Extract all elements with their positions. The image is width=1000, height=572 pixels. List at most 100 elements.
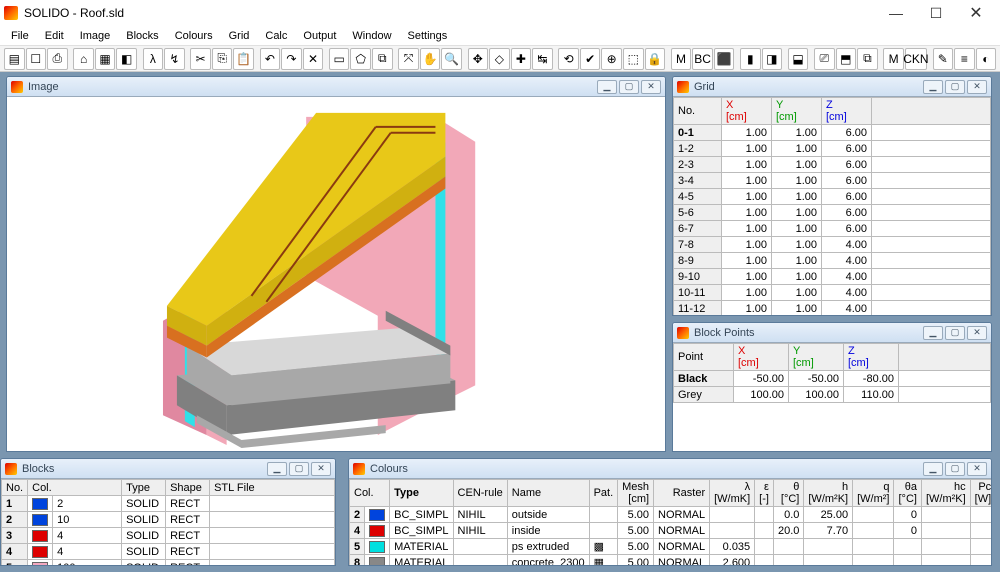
blockpoints-body[interactable]: PointX[cm]Y[cm]Z[cm]Black-50.00-50.00-80… <box>673 343 991 451</box>
window-image-max[interactable]: ▢ <box>619 80 639 94</box>
toolbar-btn-11[interactable]: ✂ <box>190 48 211 70</box>
minimize-button[interactable]: — <box>876 1 916 25</box>
toolbar-btn-20[interactable]: ⬠ <box>350 48 371 70</box>
toolbar-btn-51[interactable]: M <box>883 48 904 70</box>
window-grid-min[interactable]: ▁ <box>923 80 943 94</box>
toolbar-btn-36[interactable]: 🔒 <box>645 48 666 70</box>
toolbar-btn-16[interactable]: ↷ <box>281 48 302 70</box>
menu-output[interactable]: Output <box>296 28 343 44</box>
window-colours-max[interactable]: ▢ <box>945 462 965 476</box>
blockpoint-row[interactable]: Black-50.00-50.00-80.00 <box>674 371 991 387</box>
toolbar-btn-9[interactable]: ↯ <box>164 48 185 70</box>
grid-row[interactable]: 8-91.001.004.00 <box>674 253 991 269</box>
toolbar-btn-42[interactable]: ▮ <box>740 48 761 70</box>
toolbar-btn-56[interactable]: ◐ <box>976 48 997 70</box>
colours-row[interactable]: 4BC_SIMPLNIHILinside5.00NORMAL20.07.700 <box>350 523 992 539</box>
window-blockpoints-max[interactable]: ▢ <box>945 326 965 340</box>
toolbar-btn-35[interactable]: ⬚ <box>623 48 644 70</box>
menu-edit[interactable]: Edit <box>38 28 71 44</box>
toolbar-btn-5[interactable]: ▦ <box>95 48 116 70</box>
grid-row[interactable]: 3-41.001.006.00 <box>674 173 991 189</box>
toolbar-btn-21[interactable]: ⧉ <box>372 48 393 70</box>
colours-table[interactable]: Col.TypeCEN-ruleNamePat.Mesh[cm]Rasterλ[… <box>349 479 991 565</box>
blocks-body[interactable]: No.Col.TypeShapeSTL File12SOLIDRECT210SO… <box>1 479 335 565</box>
blocks-table[interactable]: No.Col.TypeShapeSTL File12SOLIDRECT210SO… <box>1 479 335 565</box>
window-blockpoints-close[interactable]: ✕ <box>967 326 987 340</box>
toolbar-btn-47[interactable]: ⎚ <box>814 48 835 70</box>
toolbar-btn-1[interactable]: ☐ <box>26 48 47 70</box>
menu-image[interactable]: Image <box>73 28 118 44</box>
toolbar-btn-52[interactable]: CKN <box>905 48 927 70</box>
grid-row[interactable]: 6-71.001.006.00 <box>674 221 991 237</box>
blocks-row[interactable]: 210SOLIDRECT <box>2 512 335 528</box>
menu-settings[interactable]: Settings <box>401 28 455 44</box>
toolbar-btn-23[interactable]: ⤧ <box>398 48 419 70</box>
window-blocks-close[interactable]: ✕ <box>311 462 331 476</box>
grid-row[interactable]: 5-61.001.006.00 <box>674 205 991 221</box>
toolbar-btn-32[interactable]: ⟲ <box>558 48 579 70</box>
grid-row[interactable]: 1-21.001.006.00 <box>674 141 991 157</box>
toolbar-btn-33[interactable]: ✔ <box>580 48 601 70</box>
toolbar-btn-43[interactable]: ◨ <box>762 48 783 70</box>
window-blockpoints-min[interactable]: ▁ <box>923 326 943 340</box>
toolbar-btn-6[interactable]: ◧ <box>116 48 137 70</box>
toolbar-btn-30[interactable]: ↹ <box>532 48 553 70</box>
menu-calc[interactable]: Calc <box>258 28 294 44</box>
toolbar-btn-39[interactable]: BC <box>692 48 713 70</box>
window-colours-titlebar[interactable]: Colours ▁ ▢ ✕ <box>349 459 991 479</box>
toolbar-btn-27[interactable]: ✥ <box>468 48 489 70</box>
grid-row[interactable]: 2-31.001.006.00 <box>674 157 991 173</box>
window-image-min[interactable]: ▁ <box>597 80 617 94</box>
colours-row[interactable]: 8MATERIALconcrete_2300▦5.00NORMAL2.600 <box>350 555 992 566</box>
toolbar-btn-45[interactable]: ⬓ <box>788 48 809 70</box>
toolbar-btn-19[interactable]: ▭ <box>329 48 350 70</box>
window-grid-titlebar[interactable]: Grid ▁ ▢ ✕ <box>673 77 991 97</box>
toolbar-btn-48[interactable]: ⬒ <box>836 48 857 70</box>
menu-file[interactable]: File <box>4 28 36 44</box>
toolbar-btn-15[interactable]: ↶ <box>260 48 281 70</box>
menu-grid[interactable]: Grid <box>222 28 257 44</box>
toolbar-btn-13[interactable]: 📋 <box>233 48 254 70</box>
grid-row[interactable]: 10-111.001.004.00 <box>674 285 991 301</box>
grid-row[interactable]: 4-51.001.006.00 <box>674 189 991 205</box>
window-blocks-min[interactable]: ▁ <box>267 462 287 476</box>
toolbar-btn-0[interactable]: ▤ <box>4 48 25 70</box>
blocks-row[interactable]: 44SOLIDRECT <box>2 544 335 560</box>
toolbar-btn-29[interactable]: ✚ <box>511 48 532 70</box>
grid-body[interactable]: No.X[cm]Y[cm]Z[cm]0-11.001.006.001-21.00… <box>673 97 991 315</box>
image-viewport[interactable] <box>7 97 665 451</box>
toolbar-btn-25[interactable]: 🔍 <box>441 48 462 70</box>
window-colours-min[interactable]: ▁ <box>923 462 943 476</box>
menu-blocks[interactable]: Blocks <box>119 28 165 44</box>
maximize-button[interactable]: ☐ <box>916 1 956 25</box>
window-image-titlebar[interactable]: Image ▁ ▢ ✕ <box>7 77 665 97</box>
grid-table[interactable]: No.X[cm]Y[cm]Z[cm]0-11.001.006.001-21.00… <box>673 97 991 315</box>
toolbar-btn-2[interactable]: ⎙ <box>47 48 68 70</box>
blockpoint-row[interactable]: Grey100.00100.00110.00 <box>674 387 991 403</box>
toolbar-btn-4[interactable]: ⌂ <box>73 48 94 70</box>
toolbar-btn-54[interactable]: ✎ <box>933 48 954 70</box>
blocks-row[interactable]: 12SOLIDRECT <box>2 496 335 512</box>
colours-row[interactable]: 2BC_SIMPLNIHILoutside5.00NORMAL0.025.000 <box>350 507 992 523</box>
window-blocks-titlebar[interactable]: Blocks ▁ ▢ ✕ <box>1 459 335 479</box>
window-grid-close[interactable]: ✕ <box>967 80 987 94</box>
toolbar-btn-38[interactable]: M <box>671 48 692 70</box>
menu-window[interactable]: Window <box>345 28 398 44</box>
toolbar-btn-40[interactable]: ⬛ <box>714 48 735 70</box>
window-blockpoints-titlebar[interactable]: Block Points ▁ ▢ ✕ <box>673 323 991 343</box>
toolbar-btn-8[interactable]: λ <box>143 48 164 70</box>
toolbar-btn-12[interactable]: ⎘ <box>212 48 233 70</box>
grid-row[interactable]: 11-121.001.004.00 <box>674 301 991 316</box>
close-button[interactable]: ✕ <box>956 1 996 25</box>
blockpoints-table[interactable]: PointX[cm]Y[cm]Z[cm]Black-50.00-50.00-80… <box>673 343 991 403</box>
colours-row[interactable]: 5MATERIALps extruded▩5.00NORMAL0.035 <box>350 539 992 555</box>
window-grid-max[interactable]: ▢ <box>945 80 965 94</box>
toolbar-btn-24[interactable]: ✋ <box>420 48 441 70</box>
toolbar-btn-49[interactable]: ⧉ <box>857 48 878 70</box>
blocks-row[interactable]: 34SOLIDRECT <box>2 528 335 544</box>
grid-row[interactable]: 0-11.001.006.00 <box>674 125 991 141</box>
window-image-close[interactable]: ✕ <box>641 80 661 94</box>
window-colours-close[interactable]: ✕ <box>967 462 987 476</box>
toolbar-btn-17[interactable]: ✕ <box>303 48 324 70</box>
toolbar-btn-55[interactable]: ≡ <box>954 48 975 70</box>
